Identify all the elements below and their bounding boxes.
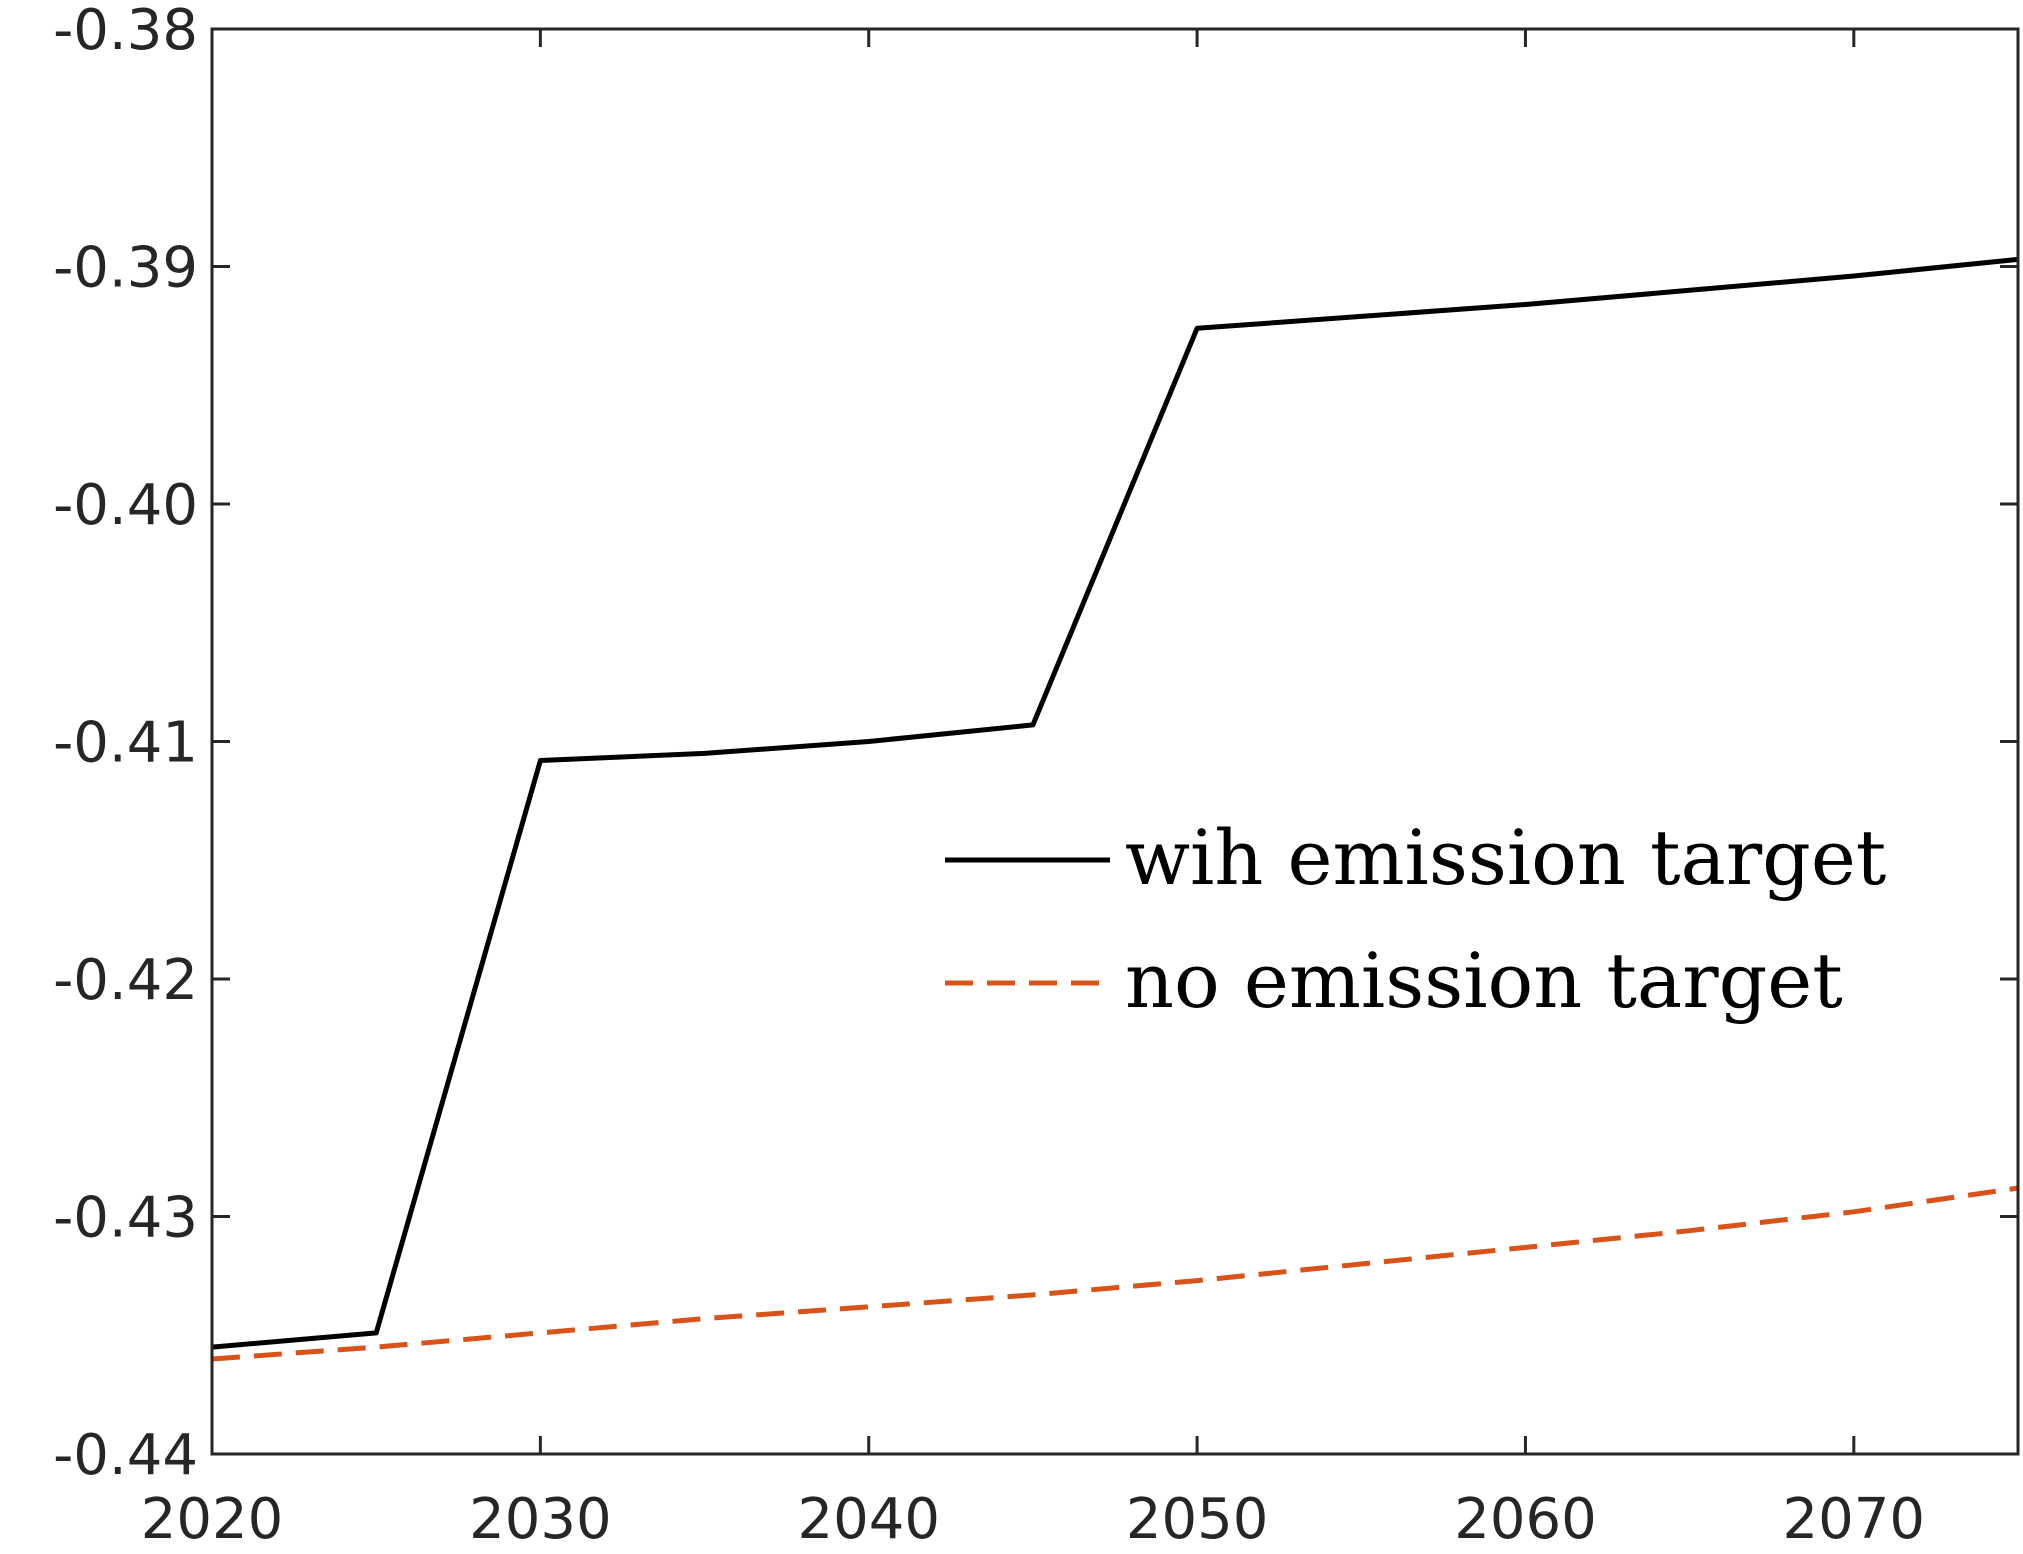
y-tick-labels: -0.44 -0.43 -0.42 -0.41 -0.40 -0.39 -0.38 <box>53 0 198 1488</box>
x-tick-label: 2070 <box>1783 1487 1926 1552</box>
x-tick-label: 2040 <box>797 1487 940 1552</box>
series-line-with-target <box>211 256 2019 1350</box>
legend-label-with-target: wih emission target <box>1125 813 1886 902</box>
plot-frame <box>210 27 2020 1456</box>
tick-marks <box>210 27 2018 1456</box>
y-tick-label: -0.38 <box>53 0 198 63</box>
y-tick-label: -0.39 <box>53 236 198 301</box>
y-tick-label: -0.40 <box>53 473 198 538</box>
legend-label-no-target: no emission target <box>1125 936 1843 1025</box>
x-tick-label: 2050 <box>1126 1487 1269 1552</box>
y-tick-label: -0.43 <box>53 1186 198 1251</box>
y-tick-label: -0.41 <box>53 711 198 776</box>
series-line-no-target <box>211 1185 2019 1362</box>
x-tick-label: 2060 <box>1454 1487 1597 1552</box>
x-tick-label: 2020 <box>141 1487 284 1552</box>
x-tick-label: 2030 <box>469 1487 612 1552</box>
x-tick-labels: 2020 2030 2040 2050 2060 2070 <box>141 1487 1925 1552</box>
legend: wih emission target no emission target <box>945 813 1886 1025</box>
y-tick-label: -0.44 <box>53 1423 198 1488</box>
y-tick-label: -0.42 <box>53 948 198 1013</box>
series-layer <box>211 256 2019 1362</box>
